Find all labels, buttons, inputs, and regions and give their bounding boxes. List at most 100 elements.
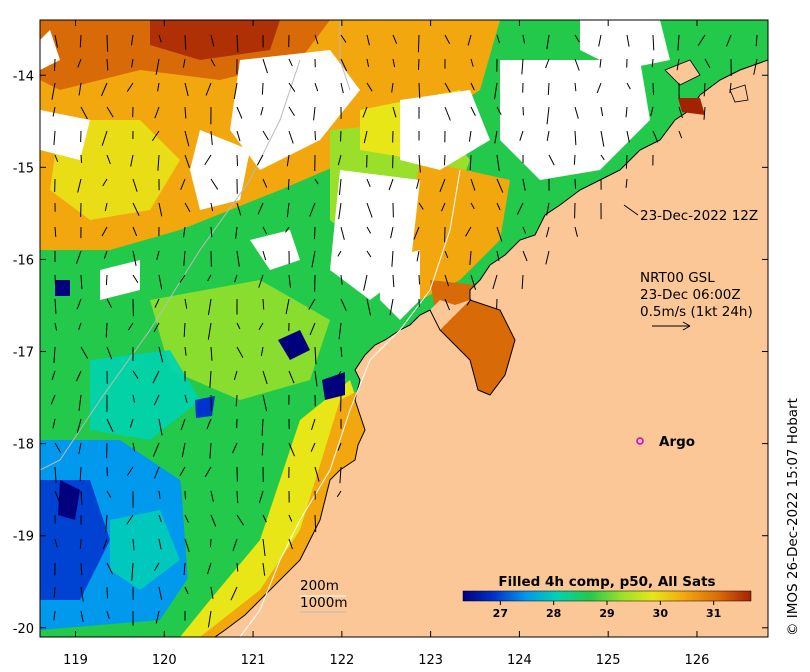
current-vector xyxy=(516,202,524,215)
current-vector xyxy=(130,34,134,46)
current-vector xyxy=(258,490,264,504)
current-vector xyxy=(314,130,317,141)
current-vector xyxy=(311,250,316,268)
current-vector xyxy=(417,58,420,70)
x-tick-label: 126 xyxy=(685,653,710,668)
current-vector xyxy=(288,442,295,457)
current-time-label: 23-Dec 06:00Z xyxy=(640,287,741,303)
current-vector xyxy=(262,130,269,141)
current-vector xyxy=(158,418,163,436)
current-vector xyxy=(546,106,550,125)
current-vector xyxy=(598,34,602,47)
current-vector xyxy=(288,370,295,384)
current-vector xyxy=(496,34,500,44)
y-tick-label: -20 xyxy=(13,622,34,637)
timestamp-label: 23-Dec-2022 12Z xyxy=(640,208,758,224)
current-vector xyxy=(262,514,267,523)
y-tick-label: -15 xyxy=(13,161,34,176)
current-vector xyxy=(416,178,420,189)
current-vector xyxy=(338,322,342,340)
current-vector xyxy=(180,178,186,190)
current-vector xyxy=(311,418,316,431)
current-source-label: NRT00 GSL xyxy=(640,270,715,286)
current-vector xyxy=(522,34,525,44)
current-vector xyxy=(184,538,190,552)
current-vector xyxy=(184,82,189,97)
current-vector xyxy=(179,274,186,283)
current-vector xyxy=(444,298,451,311)
colorbar-tick-label: 29 xyxy=(599,607,614,620)
current-vector xyxy=(132,226,138,237)
current-vector xyxy=(546,34,550,50)
current-vector xyxy=(152,442,160,457)
current-vector xyxy=(650,106,654,117)
current-vector xyxy=(288,82,296,92)
current-vector xyxy=(158,538,162,550)
current-vector xyxy=(678,106,683,119)
current-vector xyxy=(548,154,555,166)
current-vector xyxy=(260,346,264,357)
current-vector xyxy=(470,106,476,116)
colorbar-tick-label: 30 xyxy=(653,607,669,620)
current-vector xyxy=(126,514,134,525)
current-vector xyxy=(418,82,421,99)
current-vector xyxy=(625,154,628,169)
reef-feature xyxy=(678,98,705,115)
current-vector xyxy=(262,394,268,412)
current-vector xyxy=(132,202,140,216)
current-vector xyxy=(54,322,58,331)
current-vector xyxy=(418,274,421,285)
current-vector xyxy=(390,226,394,239)
current-vector xyxy=(314,34,319,45)
current-vector xyxy=(492,274,498,290)
current-vector xyxy=(257,154,264,166)
current-vector xyxy=(53,610,56,621)
current-vector xyxy=(366,34,370,46)
current-vector xyxy=(158,274,163,290)
current-vector xyxy=(416,250,420,262)
current-vector xyxy=(652,34,655,51)
current-vector xyxy=(496,154,500,171)
current-vector xyxy=(182,58,186,68)
current-vector xyxy=(132,394,135,403)
current-vector xyxy=(233,370,238,381)
current-vector xyxy=(651,58,654,68)
current-vector xyxy=(418,202,424,210)
current-vector xyxy=(79,34,82,48)
current-vector xyxy=(340,298,347,311)
current-vector xyxy=(288,58,293,67)
current-vector xyxy=(626,130,630,143)
y-tick-label: -14 xyxy=(13,69,34,84)
current-vector xyxy=(207,274,212,282)
current-vector xyxy=(106,418,114,433)
current-vector xyxy=(340,346,343,357)
current-vector xyxy=(314,346,317,365)
current-vector xyxy=(180,418,186,431)
current-vector xyxy=(521,274,524,290)
current-vector xyxy=(262,370,268,385)
current-vector xyxy=(152,370,160,384)
current-vector xyxy=(54,154,59,162)
current-vector xyxy=(697,34,706,46)
x-tick-label: 124 xyxy=(507,653,532,668)
current-vector xyxy=(207,322,212,340)
current-vector xyxy=(439,178,446,193)
current-vector xyxy=(288,274,291,288)
current-vector xyxy=(156,250,160,260)
argo-float-marker[interactable] xyxy=(636,437,644,445)
current-vector xyxy=(596,82,602,94)
current-vector xyxy=(236,514,244,526)
current-vector xyxy=(210,586,214,599)
cloud-mask xyxy=(40,20,670,320)
current-vector xyxy=(236,130,241,142)
colorbar-title: Filled 4h comp, p50, All Sats xyxy=(498,574,715,590)
current-vector xyxy=(79,466,82,482)
current-vector xyxy=(106,154,111,165)
current-vector xyxy=(652,82,655,95)
current-vector xyxy=(444,106,451,121)
current-vector xyxy=(205,82,212,96)
current-vector xyxy=(106,106,114,118)
timestamp-pointer xyxy=(623,204,639,216)
current-vector xyxy=(153,394,160,406)
current-vector xyxy=(470,178,476,191)
